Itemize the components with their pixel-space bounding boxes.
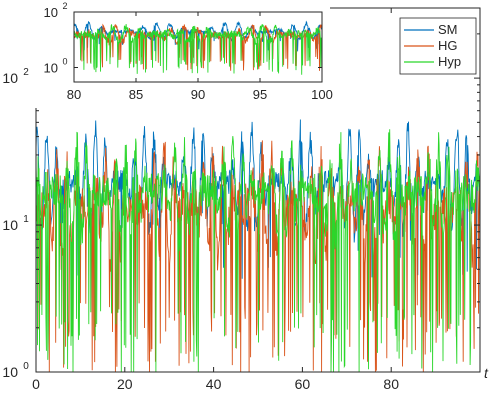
inset-y-tick-exponent: 0 — [62, 56, 67, 66]
y-tick-exponent: 2 — [23, 67, 29, 78]
inset-y-tick-exponent: 2 — [62, 1, 67, 11]
x-tick-label: 0 — [32, 376, 40, 391]
inset-x-tick-label: 90 — [191, 87, 205, 102]
main-plot-series — [35, 119, 481, 373]
y-tick-label: 10 — [2, 217, 18, 233]
y-tick-label: 10 — [2, 70, 18, 86]
x-tick-label: 40 — [206, 376, 222, 391]
x-tick-label: 80 — [383, 376, 399, 391]
x-tick-label: 20 — [117, 376, 133, 391]
inset-series — [73, 20, 323, 75]
y-tick-label: 10 — [2, 364, 18, 380]
series-line-hyp — [35, 129, 481, 373]
y-tick-exponent: 0 — [23, 361, 29, 372]
legend-label-sm: SM — [438, 22, 458, 37]
inset-y-tick-label: 10 — [44, 5, 58, 20]
inset-y-tick-label: 10 — [44, 60, 58, 75]
x-tick-label: 60 — [295, 376, 311, 391]
legend-label-hg: HG — [438, 38, 458, 53]
x-axis-label: t — [484, 365, 489, 381]
inset-x-tick-label: 100 — [311, 87, 333, 102]
legend-label-hyp: Hyp — [438, 54, 461, 69]
inset-x-tick-label: 95 — [253, 87, 267, 102]
y-tick-exponent: 1 — [23, 214, 29, 225]
inset-x-tick-label: 80 — [67, 87, 81, 102]
inset-x-tick-label: 85 — [129, 87, 143, 102]
inset-series-line-hyp — [73, 24, 323, 75]
